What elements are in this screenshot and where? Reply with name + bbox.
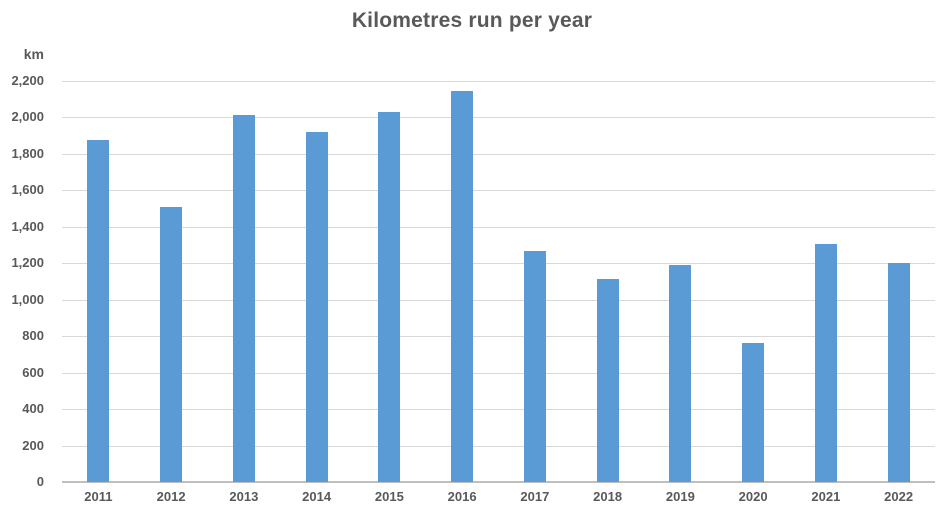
x-tick-label-2017: 2017 bbox=[520, 489, 550, 504]
gridline-800 bbox=[62, 336, 935, 338]
y-tick-label-2200: 2,200 bbox=[11, 73, 44, 88]
bar-2019 bbox=[669, 265, 692, 482]
x-tick-label-2022: 2022 bbox=[884, 489, 914, 504]
y-axis-unit-label: km bbox=[23, 46, 44, 62]
bar-2013 bbox=[232, 114, 255, 482]
y-tick-label-200: 200 bbox=[22, 437, 44, 453]
x-tick-label-2014: 2014 bbox=[302, 489, 332, 504]
y-tick-label-2000: 2,000 bbox=[11, 109, 44, 125]
bar-2014 bbox=[305, 132, 328, 482]
y-tick-label-1200: 1,200 bbox=[11, 255, 44, 271]
gridline-2000 bbox=[62, 117, 935, 119]
x-tick-label-2016: 2016 bbox=[447, 489, 477, 504]
y-tick-label-1600: 1,600 bbox=[11, 182, 44, 198]
gridline-1200 bbox=[62, 263, 935, 265]
y-tick-label-600: 600 bbox=[22, 364, 44, 380]
x-tick-label-2021: 2021 bbox=[811, 489, 841, 504]
x-tick-label-2011: 2011 bbox=[84, 489, 113, 504]
y-tick-label-1800: 1,800 bbox=[11, 145, 44, 161]
bar-2015 bbox=[378, 112, 401, 482]
x-tick-label-2013: 2013 bbox=[229, 489, 259, 504]
chart-title: Kilometres run per year bbox=[351, 9, 593, 32]
x-axis-line bbox=[62, 481, 935, 483]
y-tick-label-400: 400 bbox=[22, 401, 44, 417]
x-tick-label-2019: 2019 bbox=[665, 489, 695, 504]
bar-2021 bbox=[814, 244, 837, 482]
gridline-1400 bbox=[62, 226, 935, 228]
y-tick-label-0: 0 bbox=[36, 474, 44, 489]
gridline-600 bbox=[62, 372, 935, 374]
x-tick-label-2018: 2018 bbox=[593, 489, 623, 504]
y-tick-label-800: 800 bbox=[22, 328, 44, 344]
bar-2016 bbox=[451, 91, 474, 482]
x-tick-label-2012: 2012 bbox=[156, 489, 186, 504]
y-tick-label-1400: 1,400 bbox=[11, 218, 44, 234]
bar-2012 bbox=[160, 206, 183, 482]
gridline-400 bbox=[62, 409, 935, 411]
bar-2018 bbox=[596, 278, 619, 482]
gridline-1600 bbox=[62, 190, 935, 192]
bar-2017 bbox=[523, 251, 546, 482]
bar-2020 bbox=[742, 343, 765, 482]
gridline-1800 bbox=[62, 153, 935, 155]
gridline-1000 bbox=[62, 299, 935, 301]
y-tick-label-1000: 1,000 bbox=[11, 291, 44, 307]
x-tick-label-2020: 2020 bbox=[738, 489, 768, 504]
bar-2022 bbox=[887, 263, 910, 482]
bar-2011 bbox=[87, 140, 110, 482]
gridline-200 bbox=[62, 445, 935, 447]
gridline-2200 bbox=[62, 81, 935, 82]
plot-area bbox=[62, 81, 935, 483]
x-tick-label-2015: 2015 bbox=[374, 489, 404, 504]
